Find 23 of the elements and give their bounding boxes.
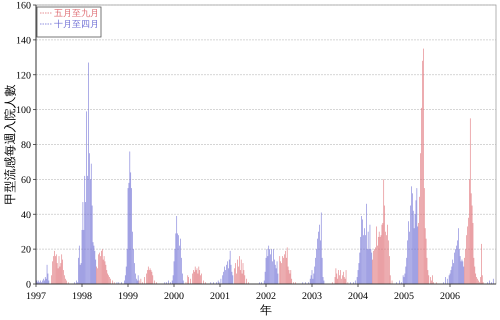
y-tick-label: 140: [16, 35, 31, 46]
x-tick-label: 2004: [348, 291, 368, 302]
x-tick-label: 2002: [256, 291, 276, 302]
y-tick-label: 100: [16, 105, 31, 116]
x-tick-label: 2006: [440, 291, 460, 302]
y-tick-label: 120: [16, 70, 31, 82]
y-axis-title: 甲型流感每週入院人數: [3, 84, 17, 204]
x-tick-label: 2001: [210, 291, 230, 302]
x-tick-label: 1998: [72, 291, 92, 302]
y-tick-label: 20: [21, 244, 31, 256]
x-tick-label: 2000: [164, 291, 184, 302]
x-tick-label: 1999: [118, 291, 138, 302]
y-tick-label: 40: [21, 210, 31, 221]
x-tick-label: 2003: [302, 291, 322, 302]
x-tick-label: 1997: [26, 291, 46, 302]
y-tick-label: 80: [21, 140, 31, 151]
y-tick-label: 0: [26, 280, 31, 290]
x-axis-title: 年: [260, 303, 272, 317]
y-tick-label: 160: [16, 0, 31, 12]
y-tick-label: 60: [21, 174, 31, 186]
legend-label: 五月至九月: [54, 8, 99, 19]
x-tick-label: 2005: [394, 291, 414, 302]
legend-label: 十月至四月: [54, 19, 99, 30]
